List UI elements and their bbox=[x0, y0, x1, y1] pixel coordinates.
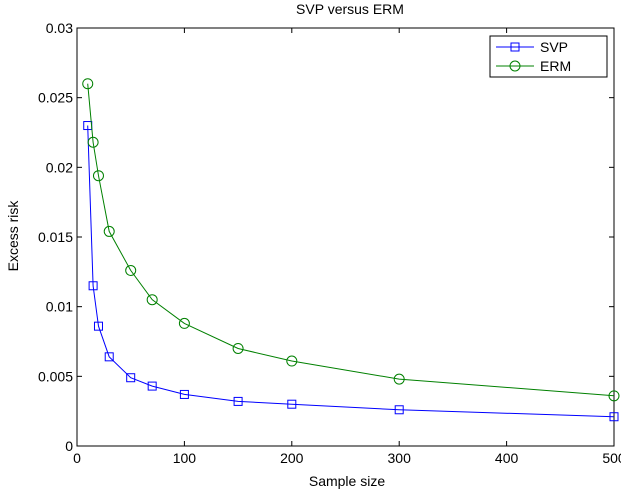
legend: SVP ERM bbox=[489, 35, 608, 78]
x-axis-label: Sample size bbox=[309, 473, 385, 489]
plot-frame bbox=[76, 27, 615, 447]
data-point-erm bbox=[103, 225, 115, 237]
y-tick-label: 0.02 bbox=[46, 159, 73, 175]
y-tick-label: 0.025 bbox=[38, 90, 73, 106]
data-point-erm bbox=[82, 78, 94, 90]
y-tick-label: 0.01 bbox=[46, 299, 73, 315]
legend-label-svp: SVP bbox=[540, 39, 568, 55]
y-tick-label: 0 bbox=[65, 438, 73, 454]
data-point-svp bbox=[126, 373, 136, 383]
axes: 0 100 200 300 400 500 0 0.005 0.01 0.015 0.02 0.025… bbox=[38, 20, 621, 466]
data-point-erm bbox=[92, 170, 104, 182]
x-tick-label: 400 bbox=[495, 450, 519, 466]
series-line-svp bbox=[87, 125, 615, 418]
legend-marker-svp bbox=[510, 42, 520, 52]
legend-label-erm: ERM bbox=[540, 58, 571, 74]
data-point-erm bbox=[146, 294, 158, 306]
data-point-svp bbox=[609, 412, 619, 422]
data-point-svp bbox=[93, 321, 103, 331]
x-tick-label: 0 bbox=[73, 450, 81, 466]
data-point-svp bbox=[179, 389, 189, 399]
series-line-erm bbox=[87, 83, 615, 397]
x-tick-label: 200 bbox=[280, 450, 304, 466]
y-tick-label: 0.005 bbox=[38, 368, 73, 384]
data-point-svp bbox=[287, 399, 297, 409]
data-point-erm bbox=[608, 390, 620, 402]
y-axis-label: Excess risk bbox=[5, 200, 21, 272]
data-point-erm bbox=[125, 264, 137, 276]
legend-marker-erm bbox=[509, 60, 521, 72]
y-tick-label: 0.015 bbox=[38, 229, 73, 245]
x-tick-label: 300 bbox=[388, 450, 412, 466]
data-point-svp bbox=[394, 405, 404, 415]
x-tick-label: 500 bbox=[602, 450, 621, 466]
legend-box bbox=[489, 35, 608, 78]
series-svp bbox=[83, 121, 619, 422]
data-point-svp bbox=[233, 396, 243, 406]
series-layer bbox=[82, 78, 620, 422]
data-point-erm bbox=[232, 342, 244, 354]
data-point-svp bbox=[104, 352, 114, 362]
chart-title: SVP versus ERM bbox=[296, 1, 404, 17]
data-point-erm bbox=[393, 373, 405, 385]
data-point-erm bbox=[87, 136, 99, 148]
series-erm bbox=[82, 78, 620, 402]
data-point-svp bbox=[88, 281, 98, 291]
y-tick-label: 0.03 bbox=[46, 20, 73, 36]
data-point-erm bbox=[178, 317, 190, 329]
x-tick-label: 100 bbox=[173, 450, 197, 466]
data-point-erm bbox=[286, 355, 298, 367]
data-point-svp bbox=[147, 381, 157, 391]
